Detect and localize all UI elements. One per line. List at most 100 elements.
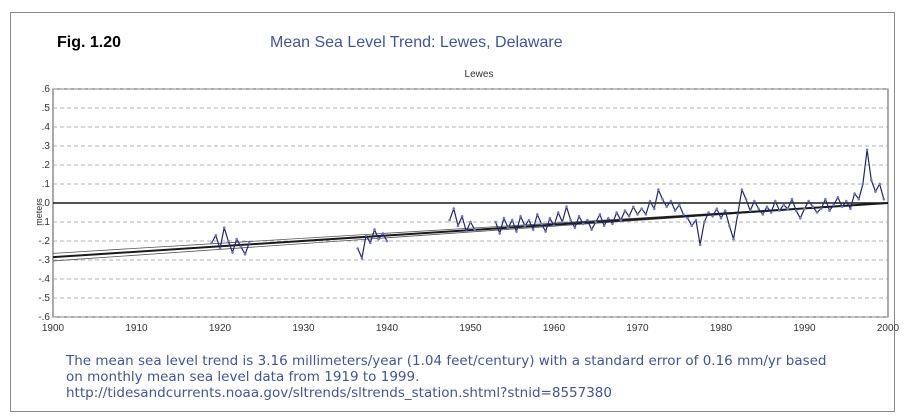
data-point	[765, 205, 769, 209]
data-point	[381, 232, 385, 235]
figure-label: Fig. 1.20	[57, 34, 122, 51]
data-point	[853, 192, 856, 195]
data-point	[494, 220, 497, 224]
data-point	[844, 199, 848, 203]
x-tick-label: 1980	[710, 323, 733, 334]
data-point	[715, 207, 719, 210]
data-point	[719, 216, 723, 220]
data-point	[627, 215, 631, 218]
data-point	[456, 224, 460, 228]
caption-line-1: The mean sea level trend is 3.16 millime…	[66, 353, 827, 369]
data-point	[644, 213, 648, 216]
trend-line	[52, 202, 889, 259]
y-tick-label: -.4	[38, 274, 50, 285]
data-point	[652, 207, 656, 210]
data-point	[239, 245, 243, 248]
y-tick-label: .6	[42, 84, 51, 95]
y-tick-label: -.5	[38, 293, 50, 304]
data-point	[773, 199, 777, 203]
data-point	[473, 228, 476, 231]
data-point	[360, 256, 364, 260]
data-point	[469, 220, 472, 224]
caption-source-link[interactable]: http://tidesandcurrents.noaa.gov/sltrend…	[66, 385, 612, 401]
data-point	[460, 215, 464, 218]
data-point	[836, 196, 840, 199]
data-point	[556, 211, 560, 214]
data-point	[536, 213, 539, 216]
x-tick-label: 1990	[793, 323, 816, 334]
data-point	[548, 216, 552, 220]
data-point	[682, 213, 685, 216]
data-point	[594, 220, 598, 224]
data-point	[615, 211, 618, 214]
x-tick-label: 1960	[543, 323, 566, 334]
y-axis-label: meters	[34, 198, 44, 226]
data-point	[707, 211, 710, 214]
data-point	[711, 215, 714, 218]
figure-frame	[10, 12, 895, 412]
data-point	[606, 216, 610, 220]
data-point	[235, 237, 238, 241]
chart-subtitle: Lewes	[465, 69, 494, 80]
data-point	[573, 226, 577, 229]
data-point	[531, 228, 535, 231]
data-point	[515, 230, 518, 233]
data-point	[748, 209, 752, 212]
data-point	[510, 218, 514, 222]
data-point	[799, 216, 802, 220]
chart-title: Mean Sea Level Trend: Lewes, Delaware	[270, 34, 563, 51]
data-point	[677, 203, 681, 207]
data-point	[857, 197, 861, 201]
data-point	[586, 218, 589, 222]
x-tick-label: 2000	[877, 323, 900, 334]
chart-caption: The mean sea level trend is 3.16 millime…	[66, 353, 896, 401]
data-point	[665, 205, 669, 209]
data-point	[861, 182, 865, 186]
data-point	[703, 220, 706, 224]
data-point	[728, 224, 731, 228]
data-point	[506, 226, 510, 229]
data-point	[243, 253, 247, 256]
data-point	[540, 222, 543, 226]
data-point	[840, 205, 844, 209]
data-point	[222, 226, 226, 229]
data-point	[569, 218, 572, 222]
y-tick-label: .1	[42, 179, 51, 190]
x-tick-label: 1900	[42, 323, 65, 334]
y-tick-label: -.0	[38, 198, 50, 209]
data-point	[698, 243, 702, 247]
data-point	[523, 224, 527, 228]
data-point	[878, 182, 881, 186]
data-point	[815, 211, 819, 214]
data-point	[636, 213, 639, 216]
data-point	[619, 218, 623, 222]
data-point	[811, 205, 815, 209]
data-point	[648, 199, 652, 203]
data-point	[874, 190, 877, 193]
data-point	[502, 216, 506, 220]
data-point	[218, 247, 222, 250]
data-point	[247, 241, 251, 245]
y-tick-label: .4	[42, 122, 51, 133]
data-point	[732, 237, 735, 241]
data-point	[757, 207, 760, 210]
data-point	[661, 197, 664, 201]
data-point	[723, 209, 727, 212]
data-point	[740, 188, 744, 191]
y-tick-label: .2	[42, 160, 51, 171]
data-point	[364, 234, 368, 237]
series-line	[495, 149, 885, 245]
data-point	[744, 197, 748, 201]
data-point	[882, 197, 886, 201]
data-point	[498, 232, 502, 235]
data-point	[669, 199, 673, 203]
data-point	[231, 251, 234, 254]
y-tick-label: .5	[42, 103, 51, 114]
data-point	[736, 213, 739, 216]
data-point	[870, 178, 873, 182]
data-point	[790, 197, 794, 201]
data-point	[565, 205, 568, 209]
data-point	[865, 148, 869, 152]
series-line	[211, 227, 250, 256]
